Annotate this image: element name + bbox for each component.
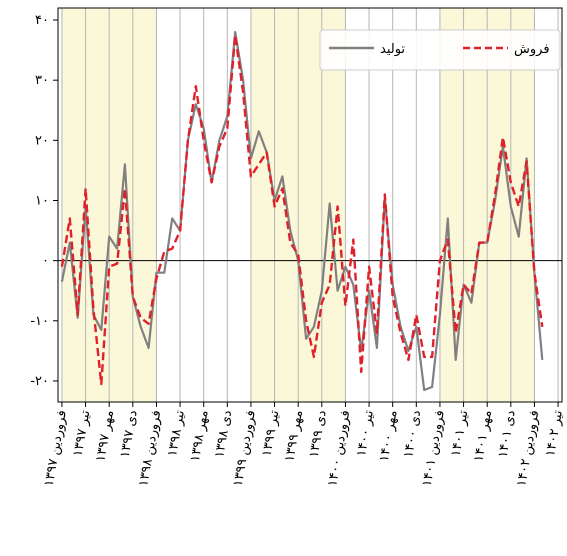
x-tick-label: دی ۱۴۰۰	[401, 409, 424, 459]
y-tick-label: -۲۰	[30, 374, 49, 389]
x-tick-label: تیر ۱۴۰۱	[449, 409, 472, 458]
x-tick-label: فروردین ۱۳۹۷	[42, 409, 70, 488]
y-tick-label: ۳۰	[35, 73, 49, 88]
plot-area	[58, 8, 562, 402]
y-tick-label: ۰	[42, 254, 49, 269]
legend: فروش تولید	[319, 29, 561, 71]
x-tick-label: دی ۱۳۹۹	[307, 409, 330, 459]
x-tick-label: فروردین ۱۳۹۸	[136, 409, 164, 488]
series-line-sales	[60, 33, 544, 386]
legend-label-sales: فروش	[514, 42, 550, 57]
x-tick-label: دی ۱۳۹۸	[212, 409, 235, 459]
x-tick-label: تیر ۱۴۰۰	[354, 409, 377, 458]
x-tick-label: دی ۱۳۹۷	[118, 409, 141, 459]
x-tick-label: دی ۱۴۰۱	[496, 409, 519, 459]
y-tick-label: ۱۰	[35, 193, 49, 208]
x-tick-label: فروردین ۱۳۹۹	[231, 409, 259, 488]
legend-box	[319, 29, 561, 71]
x-tick-label: تیر ۱۳۹۹	[260, 409, 283, 458]
plot-frame	[57, 7, 563, 403]
x-tick-label: فروردین ۱۴۰۲	[514, 409, 542, 488]
x-tick-label: مهر ۱۴۰۰	[377, 409, 401, 463]
x-tick-label: تیر ۱۴۰۲	[543, 409, 566, 458]
x-tick-label: تیر ۱۳۹۸	[165, 409, 188, 458]
x-tick-label: فروردین ۱۴۰۰	[325, 409, 353, 488]
x-tick-label: مهر ۱۳۹۷	[93, 409, 117, 463]
y-tick-label: ۲۰	[35, 133, 49, 148]
legend-label-production: تولید	[380, 42, 405, 57]
y-tick-label: ۴۰	[35, 13, 49, 28]
x-tick-label: مهر ۱۳۹۸	[188, 409, 212, 463]
y-tick-label: -۱۰	[30, 314, 49, 329]
x-tick-label: مهر ۱۴۰۱	[471, 409, 495, 463]
x-tick-label: مهر ۱۳۹۹	[282, 409, 306, 463]
series-line-production	[60, 30, 544, 392]
x-tick-label: تیر ۱۳۹۷	[71, 409, 94, 458]
x-tick-label: فروردین ۱۴۰۱	[420, 409, 448, 488]
